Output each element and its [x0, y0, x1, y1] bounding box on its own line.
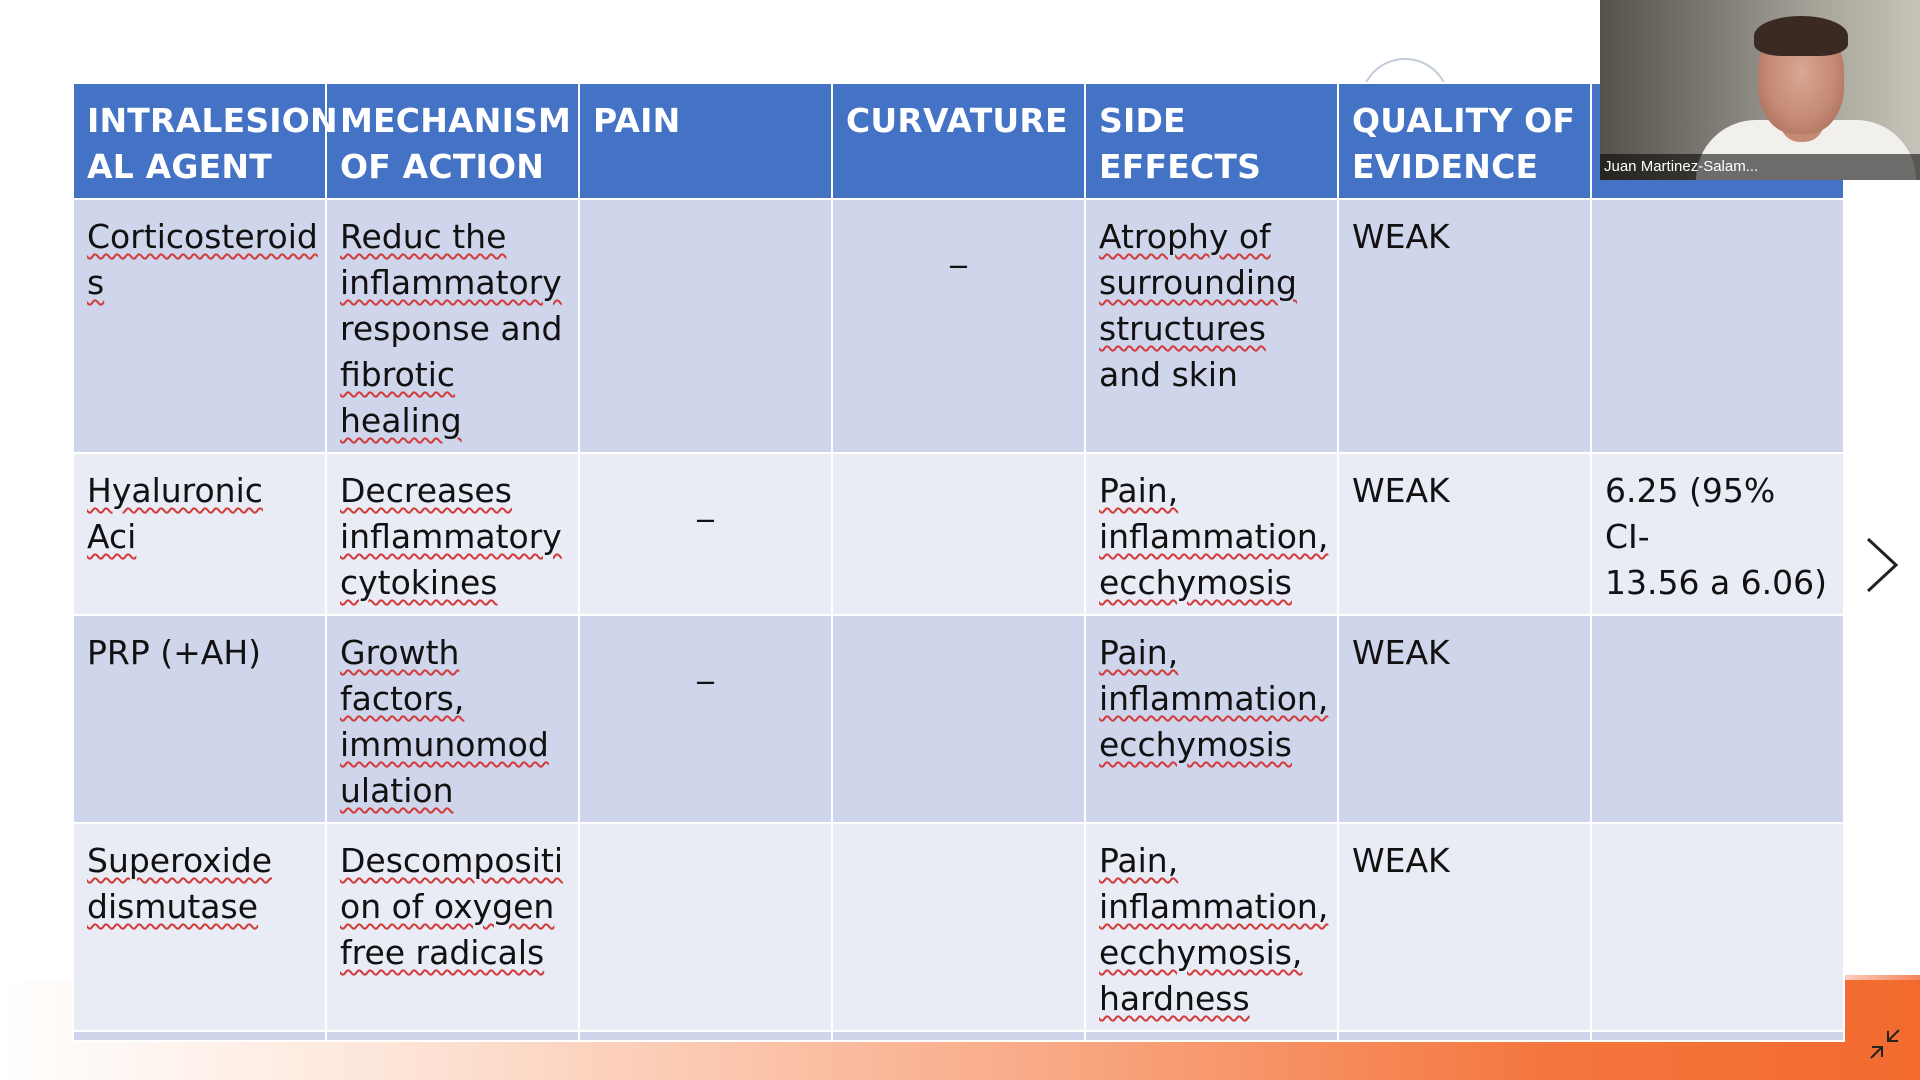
- table-row: Hyaluronic Aci Decreases inflammatory cy…: [72, 452, 1845, 616]
- header-cell: CURVATURE: [831, 82, 1086, 200]
- mechanism-cell: Decreases inflammatory cytokines: [325, 452, 580, 616]
- header-cell: INTRALESION AL AGENT: [72, 82, 338, 200]
- participant-name: Juan Martinez-Salam...: [1600, 154, 1920, 180]
- cell-line: Pain,: [1099, 633, 1179, 672]
- cell-line: Superoxide: [87, 841, 273, 880]
- cell-line: ulation: [340, 771, 454, 810]
- cell-line: and skin: [1099, 355, 1238, 394]
- mechanism-cell: Descompositi on of oxygen free radicals: [325, 822, 580, 1032]
- stub-cell: [1590, 1030, 1845, 1042]
- cell-line: inflammatory: [340, 517, 562, 556]
- curvature-cell: [831, 452, 1086, 616]
- header-cell: QUALITY OF EVIDENCE: [1337, 82, 1592, 200]
- cell-line: Reduc the: [340, 217, 507, 256]
- stub-cell: [72, 1030, 327, 1042]
- table-header-row: INTRALESION AL AGENT MECHANISM OF ACTION…: [72, 82, 1845, 200]
- agent-cell: PRP (+AH): [72, 614, 327, 824]
- curvature-cell: _: [831, 198, 1086, 454]
- cell-line: Atrophy of: [1099, 217, 1271, 256]
- header-cell: SIDE EFFECTS: [1084, 82, 1339, 200]
- extra-cell: [1590, 614, 1845, 824]
- table-row-partial: [72, 1030, 1845, 1042]
- pain-cell: _: [578, 452, 833, 616]
- cell-line: healing: [340, 401, 462, 440]
- side-effects-cell: Pain, inflammation, ecchymosis: [1084, 452, 1339, 616]
- cell-line: Descompositi: [340, 841, 563, 880]
- stub-cell: [578, 1030, 833, 1042]
- evidence-cell: WEAK: [1337, 452, 1592, 616]
- side-effects-cell: Atrophy of surrounding structures and sk…: [1084, 198, 1339, 454]
- cell-line: inflammation,: [1099, 887, 1329, 926]
- cell-line: free radicals: [340, 933, 545, 972]
- chevron-right-icon[interactable]: [1862, 535, 1902, 595]
- cell-line: Pain,: [1099, 841, 1179, 880]
- curvature-cell: [831, 614, 1086, 824]
- cell-line: fibrotic: [340, 355, 456, 394]
- table-row: PRP (+AH) Growth factors, immunomod ulat…: [72, 614, 1845, 824]
- cell-line: Aci: [87, 517, 137, 556]
- stub-cell: [831, 1030, 1086, 1042]
- cell-line: immunomod: [340, 725, 549, 764]
- pain-cell: [578, 822, 833, 1032]
- side-effects-cell: Pain, inflammation, ecchymosis, hardness: [1084, 822, 1339, 1032]
- cell-line: inflammation,: [1099, 679, 1329, 718]
- evidence-cell: WEAK: [1337, 198, 1592, 454]
- stub-cell: [1337, 1030, 1592, 1042]
- agent-cell: Superoxide dismutase: [72, 822, 327, 1032]
- cell-line: s: [87, 263, 105, 302]
- header-cell: PAIN: [578, 82, 833, 200]
- cell-line: on of oxygen: [340, 887, 555, 926]
- table-row: Superoxide dismutase Descompositi on of …: [72, 822, 1845, 1032]
- cell-line: 13.56 a 6.06): [1605, 563, 1828, 602]
- mechanism-cell: Growth factors, immunomod ulation: [325, 614, 580, 824]
- cell-line: ecchymosis: [1099, 725, 1292, 764]
- comparison-table: INTRALESION AL AGENT MECHANISM OF ACTION…: [72, 82, 1845, 1042]
- extra-cell: [1590, 198, 1845, 454]
- cell-line: Hyaluronic: [87, 471, 263, 510]
- stub-cell: [325, 1030, 580, 1042]
- cell-line: inflammation,: [1099, 517, 1329, 556]
- cell-line: hardness: [1099, 979, 1250, 1018]
- side-effects-cell: Pain, inflammation, ecchymosis: [1084, 614, 1339, 824]
- pain-cell: [578, 198, 833, 454]
- cell-line: Pain,: [1099, 471, 1179, 510]
- collapse-icon[interactable]: [1868, 1027, 1902, 1061]
- cell-line: Corticosteroid: [87, 217, 318, 256]
- cell-line: structures: [1099, 309, 1266, 348]
- cell-line: 6.25 (95% CI-: [1605, 471, 1776, 556]
- participant-video-tile[interactable]: Juan Martinez-Salam...: [1600, 0, 1920, 180]
- cell-line: inflammatory: [340, 263, 562, 302]
- cell-line: ecchymosis: [1099, 563, 1292, 602]
- evidence-cell: WEAK: [1337, 614, 1592, 824]
- cell-line: ecchymosis,: [1099, 933, 1303, 972]
- agent-cell: Hyaluronic Aci: [72, 452, 327, 616]
- curvature-cell: [831, 822, 1086, 1032]
- cell-line: dismutase: [87, 887, 259, 926]
- table-row: Corticosteroid s Reduc the inflammatory …: [72, 198, 1845, 454]
- extra-cell: [1590, 822, 1845, 1032]
- header-cell: MECHANISM OF ACTION: [325, 82, 580, 200]
- cell-line: Decreases: [340, 471, 512, 510]
- cell-line: response and: [340, 309, 563, 348]
- cell-line: surrounding: [1099, 263, 1297, 302]
- video-person-hair: [1754, 16, 1848, 56]
- cell-line: factors,: [340, 679, 465, 718]
- cell-line: cytokines: [340, 563, 498, 602]
- extra-cell: 6.25 (95% CI- 13.56 a 6.06): [1590, 452, 1845, 616]
- cell-line: Growth: [340, 633, 460, 672]
- agent-cell: Corticosteroid s: [72, 198, 327, 454]
- evidence-cell: WEAK: [1337, 822, 1592, 1032]
- stub-cell: [1084, 1030, 1339, 1042]
- pain-cell: _: [578, 614, 833, 824]
- mechanism-cell: Reduc the inflammatory response and fibr…: [325, 198, 580, 454]
